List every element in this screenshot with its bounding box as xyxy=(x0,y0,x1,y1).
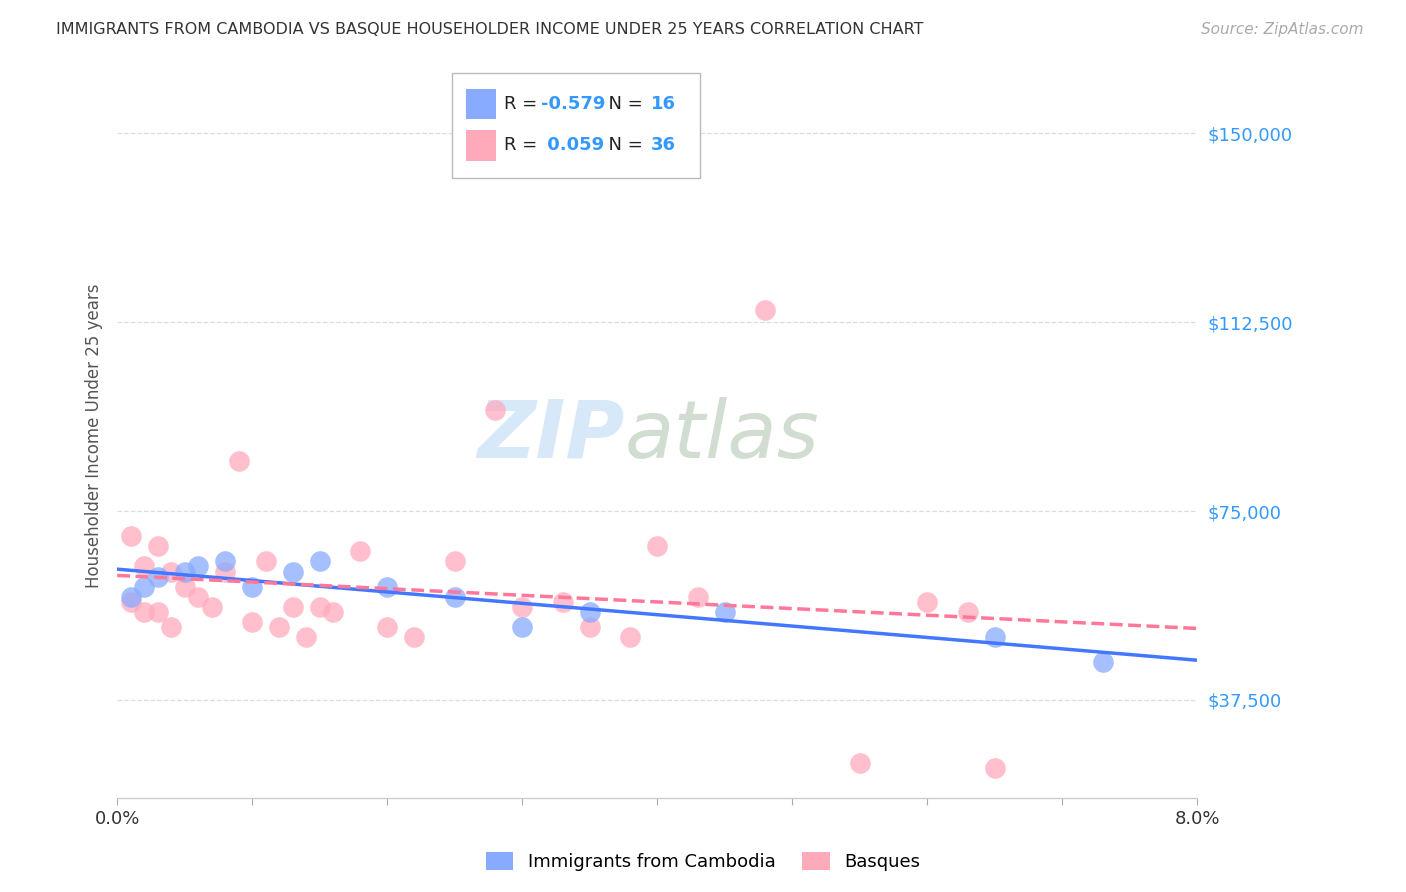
Point xyxy=(214,565,236,579)
Text: ZIP: ZIP xyxy=(478,397,624,475)
FancyBboxPatch shape xyxy=(465,130,496,161)
Text: atlas: atlas xyxy=(624,397,820,475)
Text: 0.059: 0.059 xyxy=(541,136,603,154)
Point xyxy=(120,529,142,543)
Point xyxy=(510,620,533,634)
Point xyxy=(281,565,304,579)
Point xyxy=(322,605,344,619)
Text: N =: N = xyxy=(596,95,648,113)
Point xyxy=(120,595,142,609)
Point xyxy=(619,630,641,644)
Point xyxy=(404,630,426,644)
Text: 16: 16 xyxy=(651,95,676,113)
Point xyxy=(146,569,169,583)
Legend: Immigrants from Cambodia, Basques: Immigrants from Cambodia, Basques xyxy=(479,845,927,879)
Text: 36: 36 xyxy=(651,136,676,154)
Point xyxy=(146,605,169,619)
Point xyxy=(120,590,142,604)
Point xyxy=(308,554,330,568)
Point xyxy=(551,595,574,609)
Point xyxy=(187,559,209,574)
Point xyxy=(984,761,1007,775)
Point xyxy=(686,590,709,604)
Point xyxy=(240,580,263,594)
Text: R =: R = xyxy=(503,136,543,154)
Point xyxy=(984,630,1007,644)
FancyBboxPatch shape xyxy=(465,89,496,120)
Point xyxy=(187,590,209,604)
Point xyxy=(375,580,398,594)
Point xyxy=(295,630,318,644)
Text: -0.579: -0.579 xyxy=(541,95,605,113)
FancyBboxPatch shape xyxy=(453,73,700,178)
Point xyxy=(228,454,250,468)
Point xyxy=(484,403,506,417)
Point xyxy=(201,599,224,614)
Point xyxy=(240,615,263,629)
Point xyxy=(269,620,291,634)
Point xyxy=(146,539,169,553)
Point xyxy=(713,605,735,619)
Text: N =: N = xyxy=(596,136,648,154)
Point xyxy=(134,580,156,594)
Text: Source: ZipAtlas.com: Source: ZipAtlas.com xyxy=(1201,22,1364,37)
Point xyxy=(956,605,979,619)
Text: R =: R = xyxy=(503,95,543,113)
Point xyxy=(134,605,156,619)
Point xyxy=(917,595,939,609)
Point xyxy=(443,590,465,604)
Point xyxy=(578,605,600,619)
Point xyxy=(308,599,330,614)
Point xyxy=(1091,655,1114,669)
Point xyxy=(849,756,872,770)
Point xyxy=(254,554,277,568)
Point xyxy=(443,554,465,568)
Point xyxy=(510,599,533,614)
Point xyxy=(375,620,398,634)
Point xyxy=(160,565,183,579)
Point xyxy=(134,559,156,574)
Point xyxy=(214,554,236,568)
Point xyxy=(281,599,304,614)
Point xyxy=(173,580,195,594)
Text: IMMIGRANTS FROM CAMBODIA VS BASQUE HOUSEHOLDER INCOME UNDER 25 YEARS CORRELATION: IMMIGRANTS FROM CAMBODIA VS BASQUE HOUSE… xyxy=(56,22,924,37)
Point xyxy=(160,620,183,634)
Point xyxy=(173,565,195,579)
Point xyxy=(578,620,600,634)
Point xyxy=(754,302,776,317)
Point xyxy=(645,539,668,553)
Y-axis label: Householder Income Under 25 years: Householder Income Under 25 years xyxy=(86,284,103,588)
Point xyxy=(349,544,371,558)
